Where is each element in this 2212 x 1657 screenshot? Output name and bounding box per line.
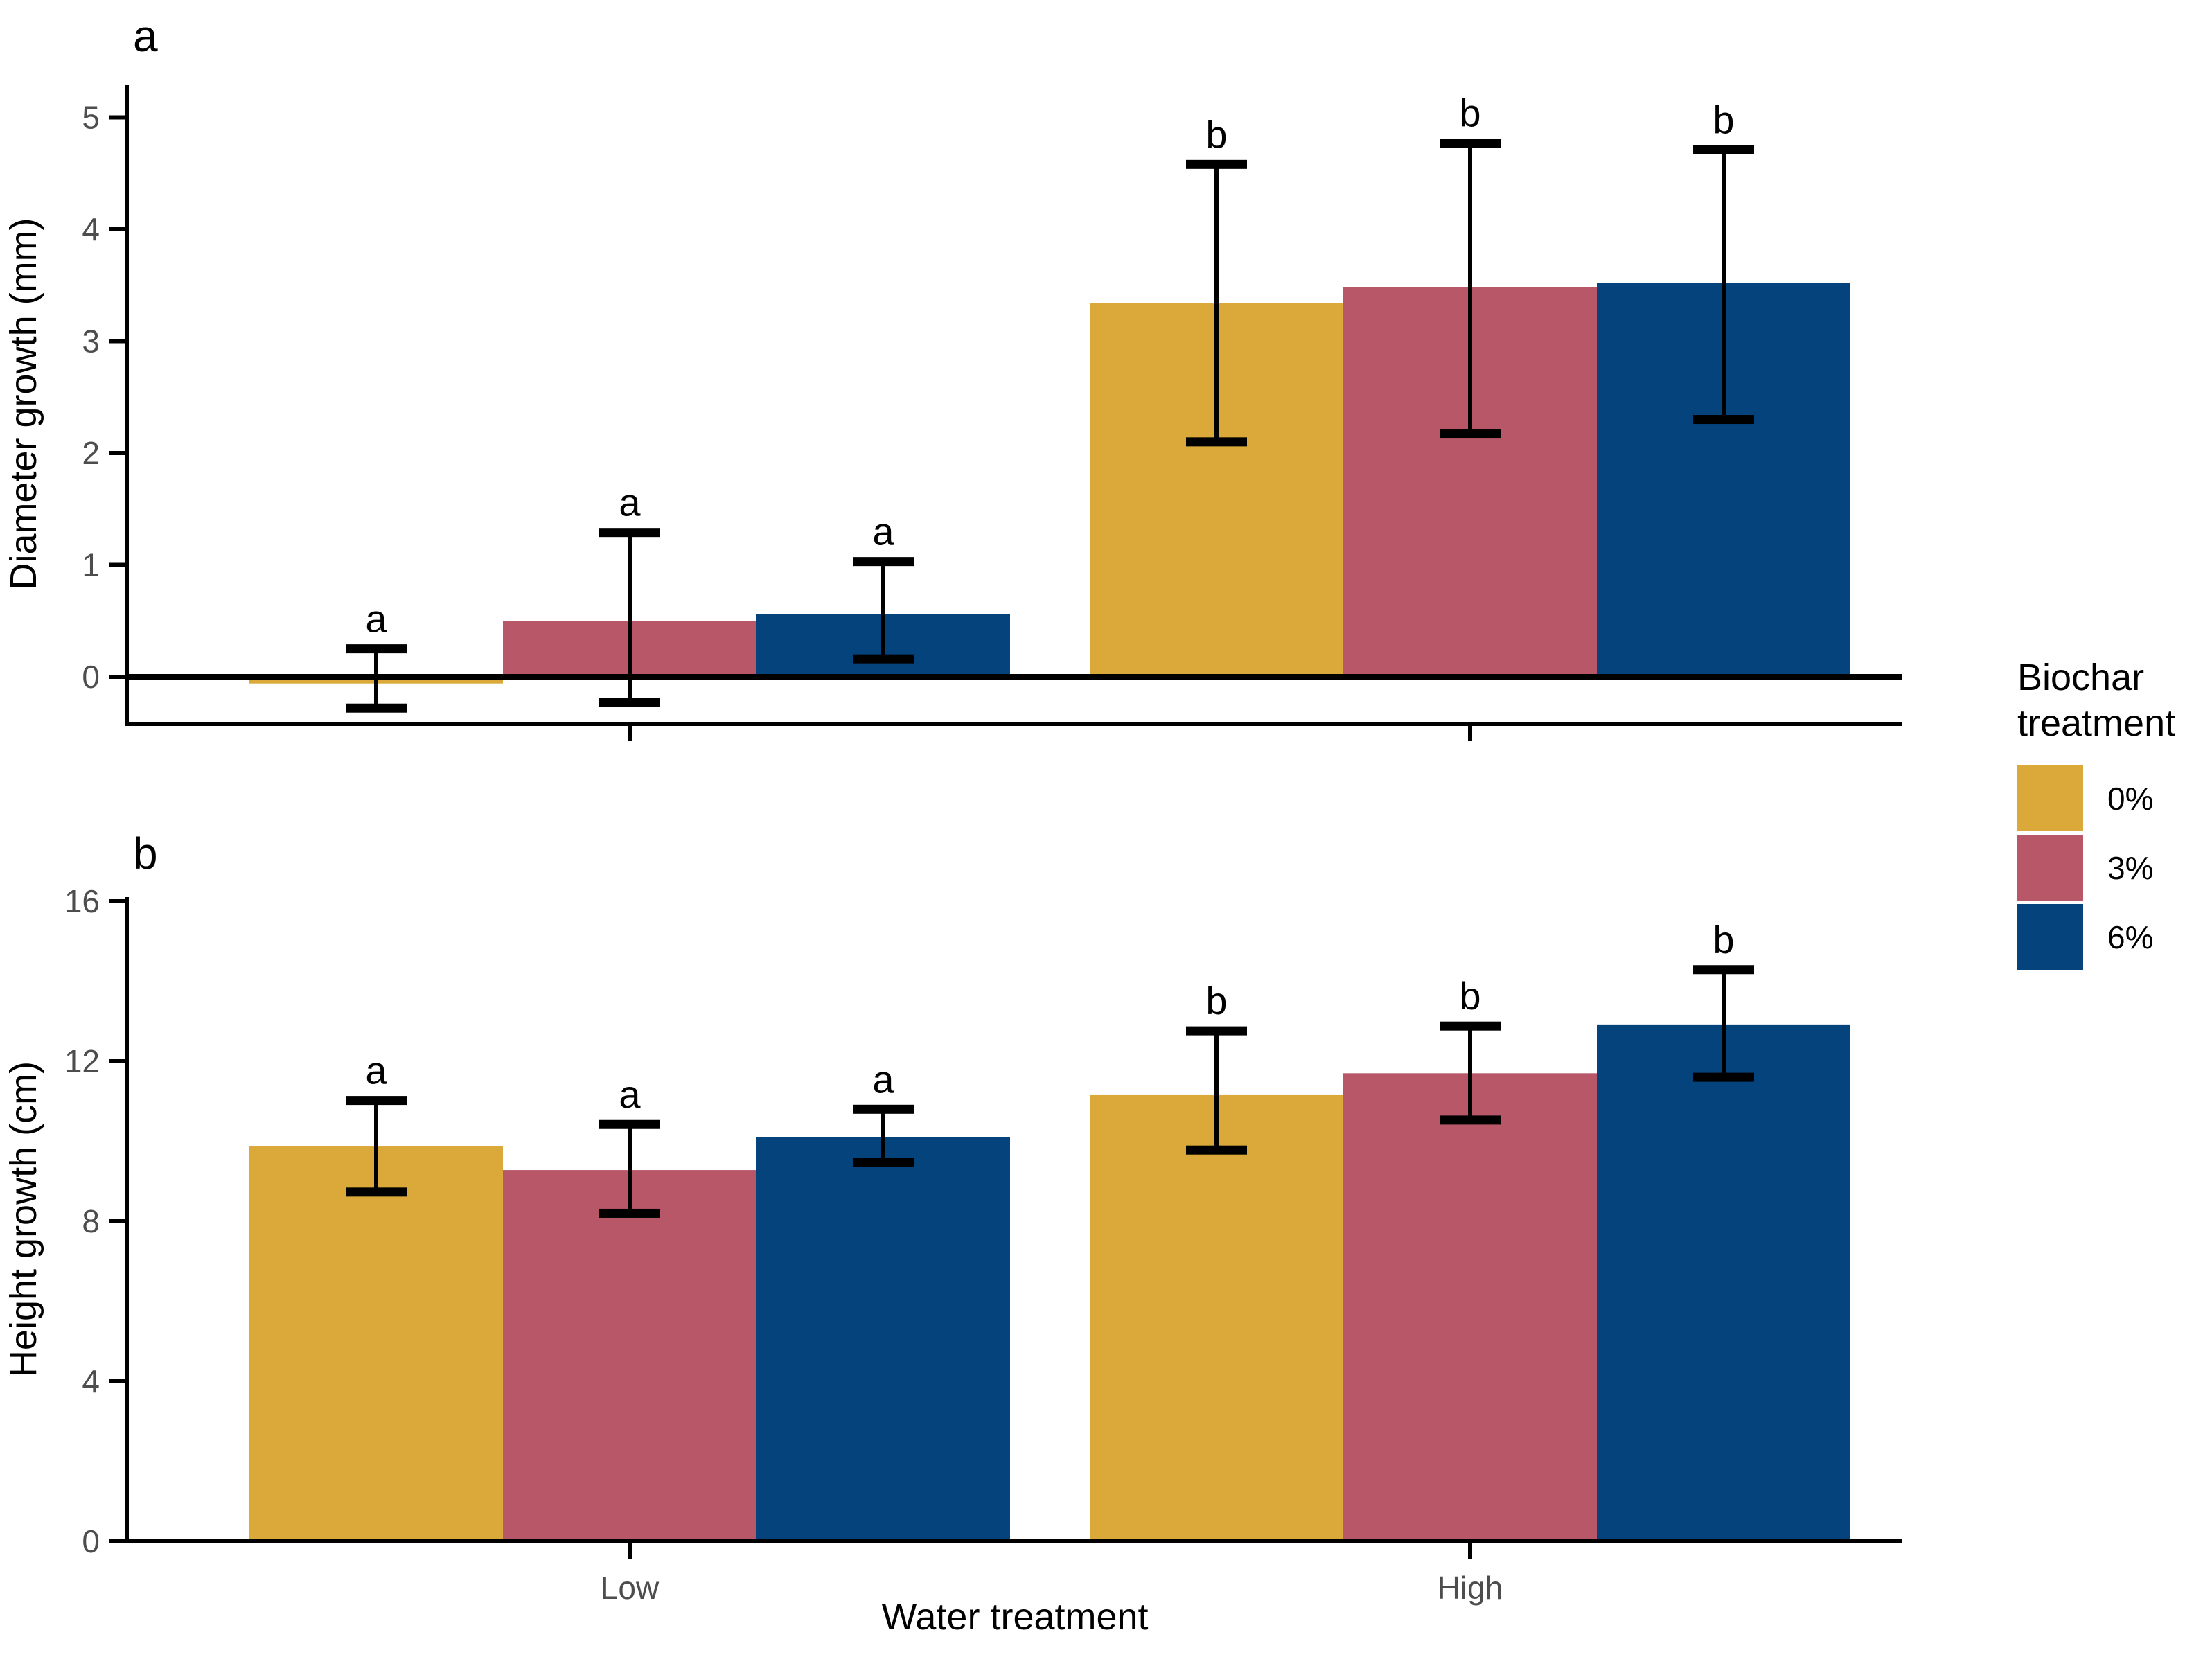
y-tick <box>109 115 125 120</box>
legend: Biochar treatment 0% 3% 6% <box>2017 657 2175 970</box>
error-bar-high-6% <box>1693 965 1754 1082</box>
x-axis-line <box>125 722 1902 726</box>
significance-letter-high-3%: b <box>1459 91 1480 135</box>
x-tick <box>628 1543 632 1559</box>
error-bar-high-0% <box>1186 1026 1247 1155</box>
significance-letter-high-0%: b <box>1205 112 1227 156</box>
significance-letter-low-6%: a <box>872 510 894 553</box>
y-axis-line <box>125 85 129 726</box>
y-tick <box>109 1059 125 1063</box>
bar-high-3% <box>1343 1073 1597 1541</box>
y-tick-label: 0 <box>82 1523 100 1559</box>
bar-low-6% <box>756 1137 1010 1541</box>
panel-a: a b a b a b 0 1 2 3 4 5 <box>82 85 1902 741</box>
legend-label-3pct: 3% <box>2107 850 2153 886</box>
y-tick-label: 4 <box>82 211 100 247</box>
error-bar-high-3% <box>1440 139 1501 439</box>
x-tick <box>1468 1543 1472 1559</box>
legend-swatch-3pct <box>2017 835 2083 901</box>
x-axis-title: Water treatment <box>881 1596 1148 1638</box>
y-tick <box>109 451 125 455</box>
error-bar-high-0% <box>1186 159 1247 447</box>
legend-label-6pct: 6% <box>2107 919 2153 955</box>
bar-low-3% <box>503 1170 756 1541</box>
error-bar-low-3% <box>599 1119 660 1218</box>
y-tick-label: 0 <box>82 659 100 695</box>
significance-letter-low-0%: a <box>365 597 387 641</box>
panel-b-y-axis-title: Height growth (cm) <box>3 1061 44 1377</box>
bar-high-6% <box>1597 1024 1850 1541</box>
y-tick <box>109 1219 125 1223</box>
error-bar-high-3% <box>1440 1021 1501 1125</box>
y-tick <box>109 339 125 344</box>
legend-title-line2: treatment <box>2017 702 2175 744</box>
significance-letter-low-3%: a <box>619 1072 641 1116</box>
error-bar-high-6% <box>1693 145 1754 425</box>
panel-a-y-axis-title: Diameter growth (mm) <box>3 218 44 590</box>
bar-high-0% <box>1090 1094 1343 1541</box>
significance-letter-high-6%: b <box>1713 98 1734 141</box>
y-tick <box>109 1539 125 1543</box>
error-bar-low-3% <box>599 528 660 707</box>
y-tick-label: 1 <box>82 547 100 583</box>
panel-a-letter: a <box>133 11 158 61</box>
x-tick-label-low: Low <box>601 1570 660 1606</box>
error-bar-low-6% <box>853 557 914 664</box>
significance-letter-low-0%: a <box>365 1049 387 1092</box>
significance-letter-high-6%: b <box>1713 918 1734 962</box>
y-tick-label: 12 <box>64 1043 100 1079</box>
bar-low-0% <box>249 1146 503 1541</box>
error-bar-low-0% <box>346 644 407 713</box>
error-bar-low-6% <box>853 1104 914 1167</box>
y-axis-line <box>125 897 129 1543</box>
zero-line <box>129 674 1902 680</box>
x-axis-line <box>125 1539 1902 1543</box>
significance-letter-low-3%: a <box>619 481 641 524</box>
significance-letter-low-6%: a <box>872 1057 894 1101</box>
y-tick <box>109 1379 125 1383</box>
legend-swatch-6pct <box>2017 904 2083 970</box>
legend-swatch-0pct <box>2017 765 2083 831</box>
y-tick <box>109 562 125 567</box>
significance-letter-high-0%: b <box>1205 979 1227 1022</box>
panel-b-letter: b <box>133 828 158 878</box>
error-bar-low-0% <box>346 1096 407 1197</box>
significance-letter-high-3%: b <box>1459 974 1480 1018</box>
x-tick <box>1468 726 1472 741</box>
y-tick-label: 4 <box>82 1363 100 1399</box>
legend-title-line1: Biochar <box>2017 657 2144 698</box>
legend-label-0pct: 0% <box>2107 781 2153 817</box>
y-tick-label: 8 <box>82 1203 100 1239</box>
y-tick <box>109 675 125 679</box>
x-tick-label-high: High <box>1437 1570 1503 1606</box>
y-tick <box>109 899 125 903</box>
y-tick-label: 16 <box>64 883 100 919</box>
y-tick-label: 2 <box>82 435 100 471</box>
y-tick <box>109 227 125 231</box>
y-tick-label: 5 <box>82 100 100 136</box>
x-tick <box>628 726 632 741</box>
panel-b: a b a b a b 0 4 8 12 16 Low High <box>64 883 1902 1606</box>
y-tick-label: 3 <box>82 324 100 360</box>
